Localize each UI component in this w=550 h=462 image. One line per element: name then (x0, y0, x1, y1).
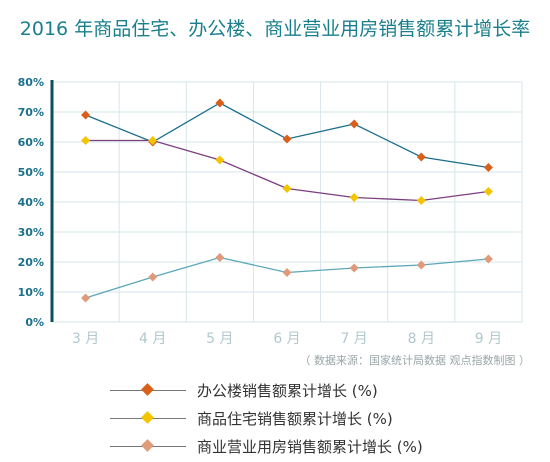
data-source-note: （ 数据来源：国家统计局数据 观点指数制图 ） (299, 354, 531, 367)
data-point (349, 119, 359, 129)
y-tick-label: 70% (18, 106, 44, 119)
x-tick-label: 6 月 (273, 331, 300, 347)
legend-item-residential: 商品住宅销售额累计增长 (%) (110, 406, 530, 432)
data-point (416, 196, 426, 205)
x-tick-label: 4 月 (139, 331, 166, 347)
data-point (81, 136, 91, 145)
legend-item-office: 办公楼销售额累计增长 (%) (110, 378, 530, 404)
legend-marker (141, 411, 154, 424)
legend-marker (141, 439, 154, 452)
y-tick-label: 30% (18, 226, 44, 239)
x-tick-label: 8 月 (408, 331, 435, 347)
data-point (483, 163, 493, 172)
data-point (148, 136, 158, 145)
data-point (349, 263, 359, 273)
data-point (215, 155, 225, 165)
data-point (416, 260, 426, 270)
data-point (483, 254, 493, 264)
data-point (282, 184, 292, 193)
legend-item-commercial: 商业营业用房销售额累计增长 (%) (110, 434, 530, 460)
y-tick-label: 10% (18, 286, 44, 299)
data-point (416, 152, 426, 162)
data-point (148, 272, 158, 282)
data-point (282, 134, 292, 144)
y-tick-label: 60% (18, 136, 44, 149)
legend-label: 商业营业用房销售额累计增长 (%) (197, 438, 423, 456)
data-point (81, 293, 91, 303)
y-tick-label: 80% (18, 76, 44, 89)
data-point (215, 98, 225, 108)
data-point (483, 187, 493, 196)
x-tick-label: 5 月 (206, 331, 233, 347)
legend-marker (141, 383, 154, 396)
legend: 办公楼销售额累计增长 (%) 商品住宅销售额累计增长 (%) 商业营业用房销售额… (110, 378, 530, 462)
x-tick-label: 7 月 (340, 331, 367, 347)
y-tick-label: 20% (18, 256, 44, 269)
legend-label: 办公楼销售额累计增长 (%) (197, 382, 378, 400)
data-point (282, 268, 292, 277)
x-tick-label: 9 月 (475, 331, 502, 347)
legend-label: 商品住宅销售额累计增长 (%) (197, 410, 393, 428)
data-point (215, 253, 225, 262)
y-tick-label: 0% (25, 316, 44, 329)
y-tick-label: 50% (18, 166, 44, 179)
x-tick-label: 3 月 (72, 331, 99, 347)
data-point (349, 193, 359, 202)
y-tick-label: 40% (18, 196, 44, 209)
chart-title: 2016 年商品住宅、办公楼、商业营业用房销售额累计增长率 (19, 18, 531, 40)
data-point (81, 110, 91, 120)
